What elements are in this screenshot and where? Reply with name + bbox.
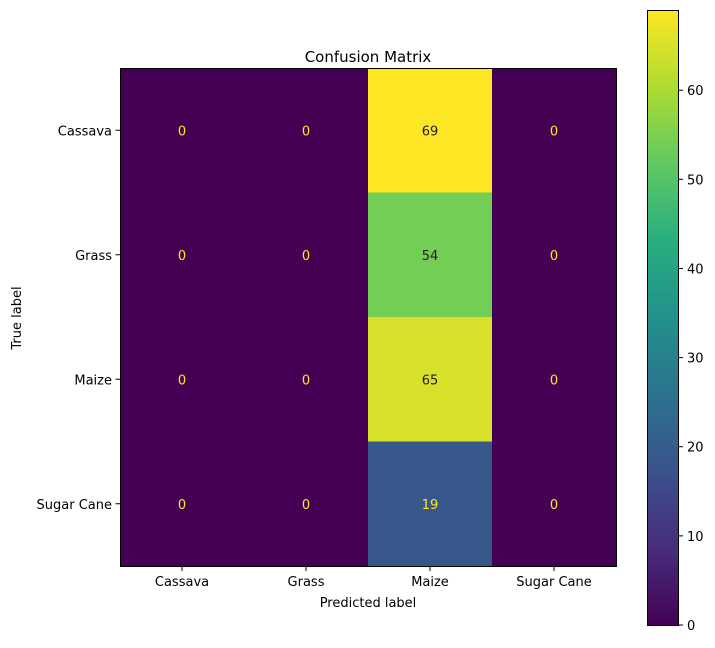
heatmap-cell: [120, 441, 245, 567]
heatmap-cell: [244, 68, 369, 193]
cell-value-label: 0: [550, 373, 558, 388]
heatmap-cell: [244, 192, 369, 318]
colorbar-ticks: 0 10 20 30 40 50 60: [678, 84, 704, 634]
cell-value-label: 0: [178, 498, 186, 513]
heatmap-cells: [120, 68, 617, 567]
heatmap-cell: [244, 441, 369, 567]
heatmap-cell: [492, 68, 617, 193]
cell-value-label: 69: [422, 124, 439, 139]
x-tick-label: Maize: [411, 575, 449, 590]
cell-value-label: 0: [550, 124, 558, 139]
cell-value-label: 19: [422, 498, 439, 513]
colorbar-tick-label: 10: [687, 530, 704, 545]
colorbar-tick-label: 50: [687, 173, 704, 188]
y-tick-label: Sugar Cane: [37, 498, 112, 513]
colorbar: [647, 10, 679, 626]
x-axis-ticks: Cassava Grass Maize Sugar Cane: [155, 566, 592, 590]
cell-value-label: 54: [422, 249, 439, 264]
plot-frame: [120, 68, 617, 567]
heatmap-cell: [368, 192, 493, 318]
cell-value-label: 65: [422, 373, 439, 388]
heatmap-cell: [492, 317, 617, 442]
cell-value-label: 0: [302, 124, 310, 139]
y-tick-label: Grass: [75, 249, 112, 264]
colorbar-tick-label: 40: [687, 262, 704, 277]
cell-value-label: 0: [178, 249, 186, 264]
y-axis-ticks: Cassava Grass Maize Sugar Cane: [37, 124, 121, 513]
heatmap-cell: [368, 441, 493, 567]
heatmap-cell: [492, 441, 617, 567]
heatmap-cell: [120, 317, 245, 442]
x-tick-label: Grass: [288, 575, 325, 590]
heatmap-cell: [368, 317, 493, 442]
cell-value-label: 0: [178, 124, 186, 139]
cell-annotations: 0 0 69 0 0 0 54 0 0 0 65 0 0 0 19 0: [178, 124, 558, 513]
x-axis-label: Predicted label: [320, 596, 417, 611]
heatmap-cell: [492, 192, 617, 318]
colorbar-tick-label: 20: [687, 441, 704, 456]
chart-title: Confusion Matrix: [305, 48, 432, 66]
heatmap-cell: [244, 317, 369, 442]
y-axis-label: True label: [10, 286, 25, 350]
x-tick-label: Sugar Cane: [516, 575, 591, 590]
colorbar-tick-label: 30: [687, 352, 704, 367]
heatmap-cell: [368, 68, 493, 193]
cell-value-label: 0: [302, 373, 310, 388]
heatmap-cell: [120, 192, 245, 318]
cell-value-label: 0: [302, 498, 310, 513]
cell-value-label: 0: [302, 249, 310, 264]
colorbar-tick-label: 60: [687, 84, 704, 99]
cell-value-label: 0: [178, 373, 186, 388]
y-tick-label: Maize: [74, 373, 112, 388]
cell-value-label: 0: [550, 498, 558, 513]
cell-value-label: 0: [550, 249, 558, 264]
colorbar-tick-label: 0: [687, 619, 695, 634]
heatmap-cell: [120, 68, 245, 193]
x-tick-label: Cassava: [155, 575, 209, 590]
y-tick-label: Cassava: [58, 124, 112, 139]
